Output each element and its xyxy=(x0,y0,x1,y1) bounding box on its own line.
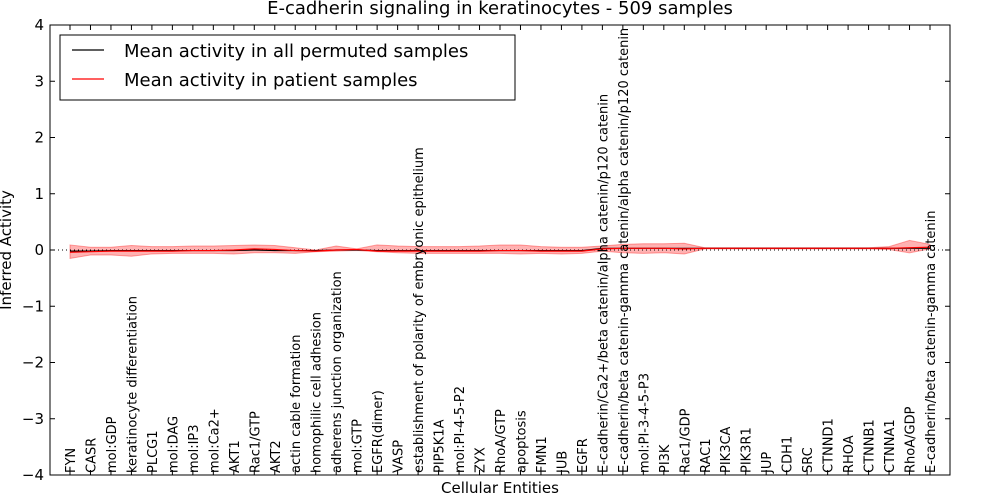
legend-entry-permuted: Mean activity in all permuted samples xyxy=(124,41,468,62)
y-tick-label: −1 xyxy=(22,297,44,315)
x-tick-label: keratinocyte differentiation xyxy=(125,296,140,473)
y-axis: −4 −3 −2 −1 0 1 2 3 4 xyxy=(22,16,950,484)
x-tick-label: RhoA/GDP xyxy=(904,406,919,473)
x-tick-label: E-cadherin/Ca2+/beta catenin/alpha caten… xyxy=(596,94,611,473)
x-tick-label: CASR xyxy=(84,438,99,473)
x-tick-label: CTNNB1 xyxy=(863,419,878,473)
x-tick-label: RhoA/GTP xyxy=(494,409,509,473)
x-tick-label: apoptosis xyxy=(514,410,529,473)
x-tick-label: homophilic cell adhesion xyxy=(310,312,325,473)
legend-entry-patient: Mean activity in patient samples xyxy=(124,70,418,91)
y-tick-label: 2 xyxy=(34,129,44,147)
x-tick-label: mol:PI-3-4-5-P3 xyxy=(637,373,652,473)
legend-box xyxy=(59,34,516,101)
x-tick-label: JUP xyxy=(760,452,775,474)
x-tick-label: E-cadherin/beta catenin-gamma catenin xyxy=(924,211,939,473)
x-tick-label: mol:GTP xyxy=(351,419,366,473)
x-tick-label: AKT1 xyxy=(228,440,243,473)
x-axis-label: Cellular Entities xyxy=(441,479,559,497)
y-tick-label: −3 xyxy=(22,410,44,428)
y-tick-label: 1 xyxy=(34,185,44,203)
y-tick-label: 0 xyxy=(34,241,44,259)
x-tick-label: VASP xyxy=(392,440,407,473)
y-tick-label: −2 xyxy=(22,354,44,372)
x-tick-label: JUB xyxy=(555,451,570,474)
x-tick-label: PLCG1 xyxy=(146,430,161,473)
x-tick-label: RHOA xyxy=(842,435,857,473)
x-tick-label: CTNNA1 xyxy=(883,419,898,473)
x-tick-label: EGFR xyxy=(576,438,591,473)
x-tick-label: mol:DAG xyxy=(166,416,181,473)
x-tick-label: FMN1 xyxy=(535,436,550,473)
x-tick-label: E-cadherin/beta catenin-gamma catenin/al… xyxy=(617,28,632,473)
x-tick-label: establishment of polarity of embryonic e… xyxy=(412,147,427,473)
x-tick-label: AKT2 xyxy=(269,440,284,473)
x-tick-label: SRC xyxy=(801,447,816,473)
y-tick-label: −4 xyxy=(22,466,44,484)
x-tick-label: PIK3CA xyxy=(719,426,734,473)
x-tick-label: CDH1 xyxy=(781,436,796,473)
x-tick-label: mol:IP3 xyxy=(187,424,202,473)
x-tick-label: PI3K xyxy=(658,444,673,473)
x-tick-label: EGFR(dimer) xyxy=(371,390,386,473)
y-tick-label: 3 xyxy=(34,72,44,90)
x-tick-label: mol:PI-4-5-P2 xyxy=(453,386,468,473)
x-tick-label: adherens junction organization xyxy=(330,271,345,473)
x-tick-label: mol:Ca2+ xyxy=(207,408,222,473)
series-line-patient xyxy=(69,246,931,253)
x-axis: FYN CASR mol:GDP keratinocyte differentiati… xyxy=(64,25,939,475)
y-axis-label: Inferred Activity xyxy=(0,190,15,310)
x-tick-label: CTNND1 xyxy=(822,418,837,473)
x-tick-label: actin cable formation xyxy=(289,335,304,473)
x-tick-label: Rac1/GDP xyxy=(678,408,693,473)
x-tick-label: RAC1 xyxy=(699,438,714,473)
x-tick-label: mol:GDP xyxy=(105,416,120,473)
x-tick-label: PIK3R1 xyxy=(740,427,755,473)
x-tick-label: FYN xyxy=(64,448,79,473)
y-tick-label: 4 xyxy=(34,16,44,34)
x-tick-label: Rac1/GTP xyxy=(248,411,263,473)
chart-title: E-cadherin signaling in keratinocytes - … xyxy=(267,0,733,19)
x-tick-label: PIP5K1A xyxy=(433,419,448,473)
legend: Mean activity in all permuted samples Me… xyxy=(59,34,516,101)
x-tick-label: ZYX xyxy=(474,447,489,473)
